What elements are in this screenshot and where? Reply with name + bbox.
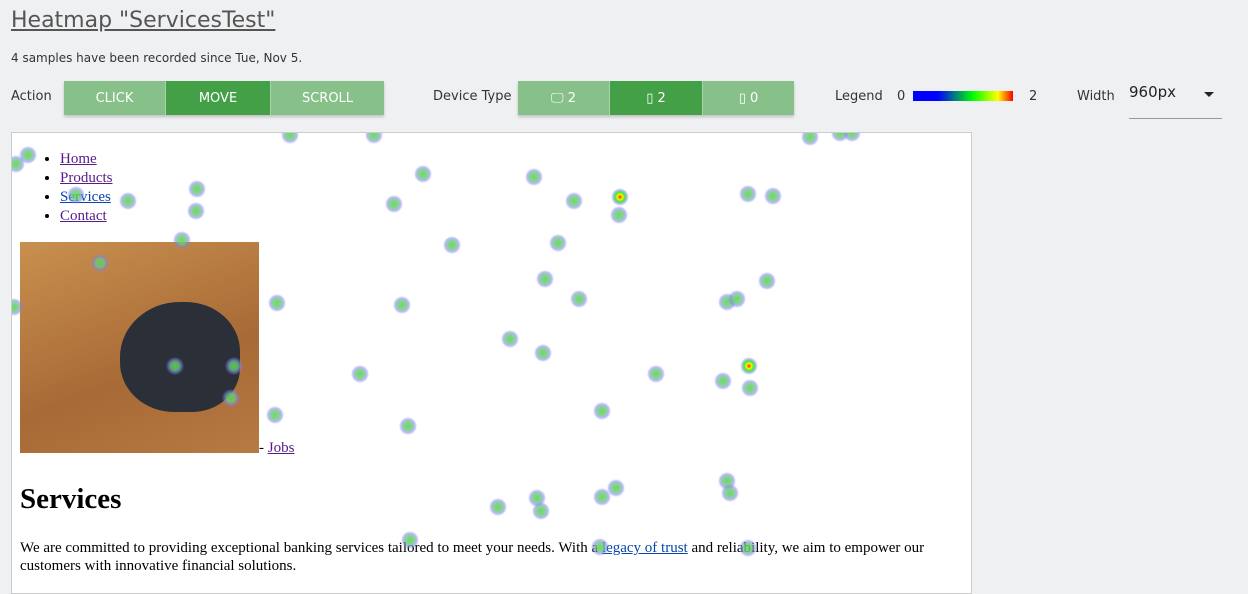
desktop-icon: 🖵	[551, 90, 568, 106]
device-type-label: Device Type	[433, 89, 512, 104]
click-button[interactable]: CLICK	[64, 81, 166, 115]
legacy-link[interactable]: legacy of trust	[601, 540, 688, 556]
device-selector: 🖵 2 ▯ 2 ▯ 0	[518, 81, 794, 115]
legend-gradient	[913, 91, 1013, 101]
legend-max: 2	[1029, 89, 1038, 104]
mobile-icon: ▯	[738, 90, 750, 106]
width-select[interactable]: 960px	[1129, 83, 1222, 119]
page-preview: Home Products Services Contact - Jobs Se…	[11, 132, 972, 594]
nav-home[interactable]: Home	[60, 151, 97, 167]
move-button[interactable]: MOVE	[166, 81, 271, 115]
width-label: Width	[1077, 89, 1115, 104]
page-title: Heatmap "ServicesTest"	[11, 8, 276, 33]
desktop-button[interactable]: 🖵 2	[518, 81, 610, 115]
nav-services[interactable]: Services	[60, 189, 111, 205]
services-heading: Services	[20, 483, 122, 515]
action-selector: CLICK MOVE SCROLL	[64, 81, 384, 115]
nav-products[interactable]: Products	[60, 170, 113, 186]
samples-info: 4 samples have been recorded since Tue, …	[11, 51, 303, 65]
services-paragraph: We are committed to providing exceptiona…	[20, 540, 925, 574]
nav-list: Home Products Services Contact	[40, 150, 113, 226]
nav-contact[interactable]: Contact	[60, 208, 107, 224]
caret-down-icon	[1204, 92, 1214, 97]
legend-label: Legend	[835, 89, 883, 104]
tablet-icon: ▯	[646, 90, 658, 106]
piggy-bank-image	[20, 242, 259, 453]
jobs-link[interactable]: Jobs	[267, 440, 295, 456]
tablet-button[interactable]: ▯ 2	[610, 81, 703, 115]
scroll-button[interactable]: SCROLL	[271, 81, 384, 115]
action-label: Action	[11, 89, 52, 104]
mobile-button[interactable]: ▯ 0	[703, 81, 794, 115]
legend-min: 0	[897, 89, 906, 104]
